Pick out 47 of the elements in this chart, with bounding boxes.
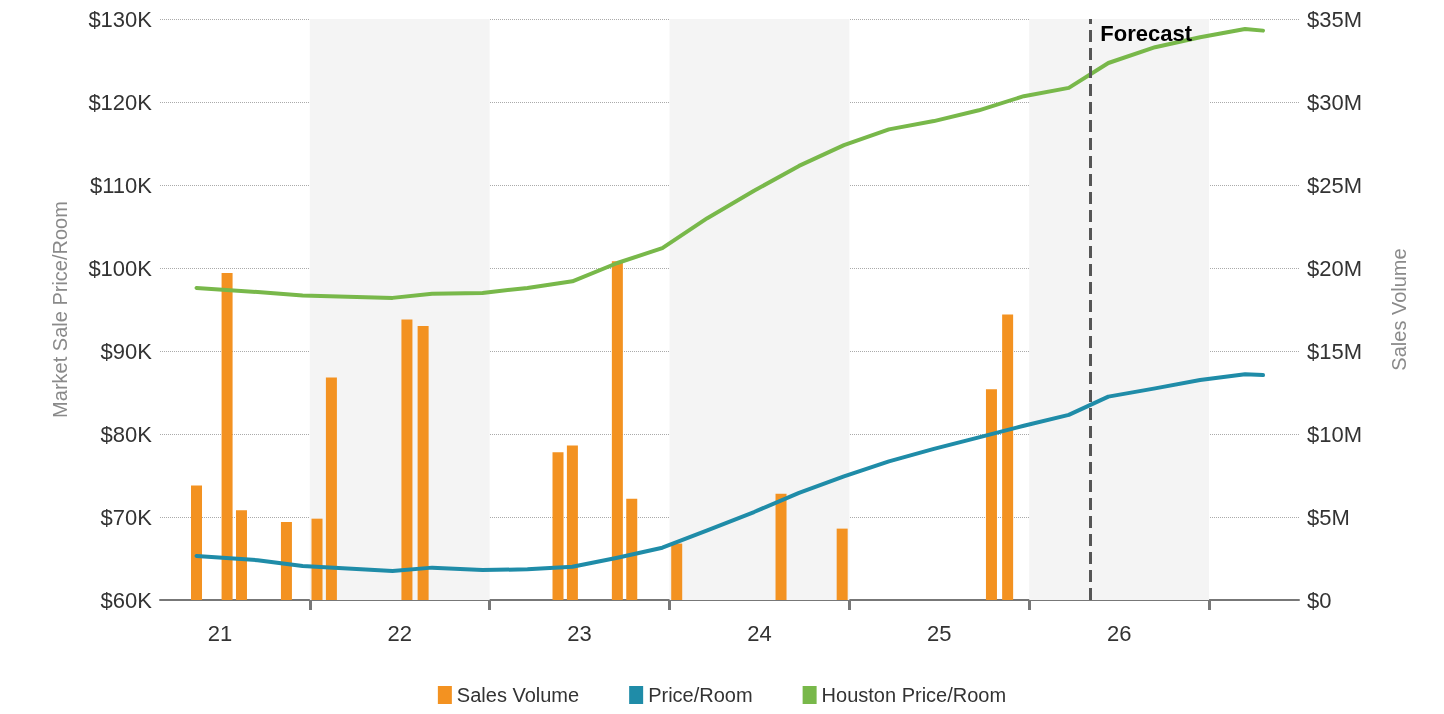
y2-tick-label: $10M bbox=[1307, 421, 1363, 447]
y-tick-label: $70K bbox=[100, 504, 153, 530]
bar bbox=[1002, 314, 1014, 600]
bar bbox=[311, 518, 323, 600]
bar bbox=[671, 543, 683, 600]
legend-label: Sales Volume bbox=[456, 684, 580, 706]
bar bbox=[566, 445, 578, 600]
legend-label: Price/Room bbox=[648, 684, 753, 706]
y-tick-label: $100K bbox=[88, 255, 153, 281]
bar bbox=[552, 452, 564, 600]
bar bbox=[191, 485, 203, 600]
y2-tick-label: $15M bbox=[1307, 338, 1363, 364]
y-tick-label: $90K bbox=[100, 338, 153, 364]
line-series bbox=[194, 372, 1266, 573]
x-tick-label: 23 bbox=[567, 620, 592, 646]
x-tick-label: 21 bbox=[207, 620, 233, 646]
line-series bbox=[194, 26, 1266, 300]
y2-tick-label: $20M bbox=[1307, 255, 1363, 281]
x-tick-label: 25 bbox=[927, 620, 952, 646]
y2-tick-label: $0 bbox=[1307, 587, 1332, 613]
y-axis-title: Market Sale Price/Room bbox=[49, 201, 71, 418]
bar bbox=[401, 319, 413, 600]
y2-tick-label: $30M bbox=[1307, 89, 1363, 115]
bar bbox=[626, 498, 638, 600]
y2-tick-label: $5M bbox=[1307, 504, 1350, 530]
ref-line-label: Forecast bbox=[1100, 20, 1193, 46]
x-tick-label: 24 bbox=[747, 620, 772, 646]
y-tick-label: $110K bbox=[90, 172, 153, 198]
y2-tick-label: $25M bbox=[1307, 172, 1363, 198]
y-tick-label: $130K bbox=[88, 6, 153, 32]
bar bbox=[985, 389, 997, 600]
bar bbox=[221, 272, 233, 600]
bar bbox=[611, 261, 623, 600]
y-tick-label: $80K bbox=[100, 421, 153, 447]
legend-label: Houston Price/Room bbox=[821, 684, 1007, 706]
bar bbox=[325, 377, 337, 600]
x-tick-label: 26 bbox=[1106, 620, 1132, 646]
y2-tick-label: $35M bbox=[1307, 6, 1363, 32]
x-tick-label: 22 bbox=[387, 620, 412, 646]
bar bbox=[775, 493, 787, 600]
y-tick-label: $60K bbox=[100, 587, 153, 613]
y-tick-label: $120K bbox=[88, 89, 153, 115]
y2-axis-title: Sales Volume bbox=[1388, 248, 1410, 371]
bar bbox=[836, 528, 848, 600]
bar bbox=[280, 521, 292, 600]
bar bbox=[417, 326, 429, 600]
bar bbox=[235, 510, 247, 600]
